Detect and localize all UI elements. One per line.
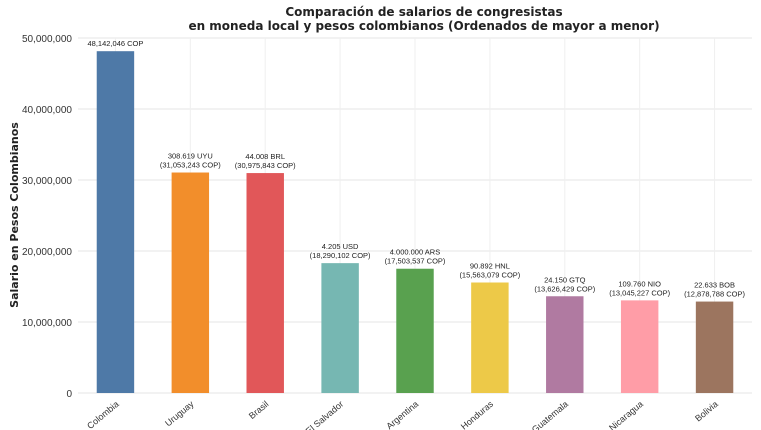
data-label: (13,045,227 COP): [609, 288, 670, 297]
bar-bolivia: [695, 301, 734, 393]
x-axis-ticks: Colombia Uruguay Brasil El Salvador Argentin…: [85, 399, 720, 430]
data-label: (12,878,788 COP): [684, 290, 745, 299]
bar-colombia: [96, 51, 135, 394]
data-label: 22.633 BOB: [694, 281, 735, 290]
chart-title: Comparación de salarios de congresistas: [285, 5, 562, 19]
data-label: (13,626,429 COP): [534, 284, 595, 293]
y-tick-label: 30,000,000: [22, 176, 72, 187]
data-label: 4.000.000 ARS: [390, 248, 440, 257]
data-label: 44.008 BRL: [245, 152, 285, 161]
bar-el-salvador: [321, 263, 359, 393]
data-label: (30,975,843 COP): [235, 161, 296, 170]
data-label: (15,563,079 COP): [459, 271, 520, 280]
bar-nicaragua: [620, 300, 659, 393]
data-label: 48,142,046 COP: [88, 39, 144, 48]
data-label: (31,053,243 COP): [160, 161, 221, 170]
y-tick-label: 20,000,000: [22, 247, 72, 258]
data-label: (18,290,102 COP): [310, 251, 371, 260]
data-label: 24.150 GTQ: [544, 275, 585, 284]
x-tick-label: Uruguay: [163, 399, 196, 429]
bars: [96, 51, 734, 394]
x-tick-label: Guatemala: [530, 399, 570, 430]
x-tick-label: Honduras: [459, 399, 496, 430]
x-tick-label: Bolivia: [693, 399, 720, 424]
bar-guatemala: [546, 296, 584, 393]
data-label: 109.760 NIO: [618, 279, 661, 288]
bar-argentina: [396, 268, 434, 393]
x-tick-label: Brasil: [247, 399, 271, 421]
data-labels: 48,142,046 COP 308.619 UYU(31,053,243 COP…: [88, 39, 746, 298]
bar-brasil: [246, 173, 284, 393]
data-label: 90.892 HNL: [470, 262, 510, 271]
data-label: (17,503,537 COP): [385, 257, 446, 266]
data-label: 308.619 UYU: [168, 152, 213, 161]
chart-subtitle: en moneda local y pesos colombianos (Ord…: [188, 19, 659, 33]
x-tick-label: Nicaragua: [607, 399, 645, 430]
data-label: 4.205 USD: [322, 242, 359, 251]
bar-honduras: [471, 282, 509, 393]
x-tick-label: Colombia: [85, 399, 121, 430]
x-tick-label: Argentina: [384, 399, 420, 430]
y-tick-label: 10,000,000: [22, 318, 72, 329]
y-tick-label: 40,000,000: [22, 105, 72, 116]
x-tick-label: El Salvador: [304, 399, 346, 430]
bar-uruguay: [171, 172, 210, 393]
y-tick-label: 0: [66, 389, 72, 400]
y-axis-ticks: 0 10,000,000 20,000,000 30,000,000 40,000,00…: [22, 34, 73, 400]
y-tick-label: 50,000,000: [22, 34, 72, 45]
y-axis-label: Salario en Pesos Colombianos: [8, 122, 21, 308]
